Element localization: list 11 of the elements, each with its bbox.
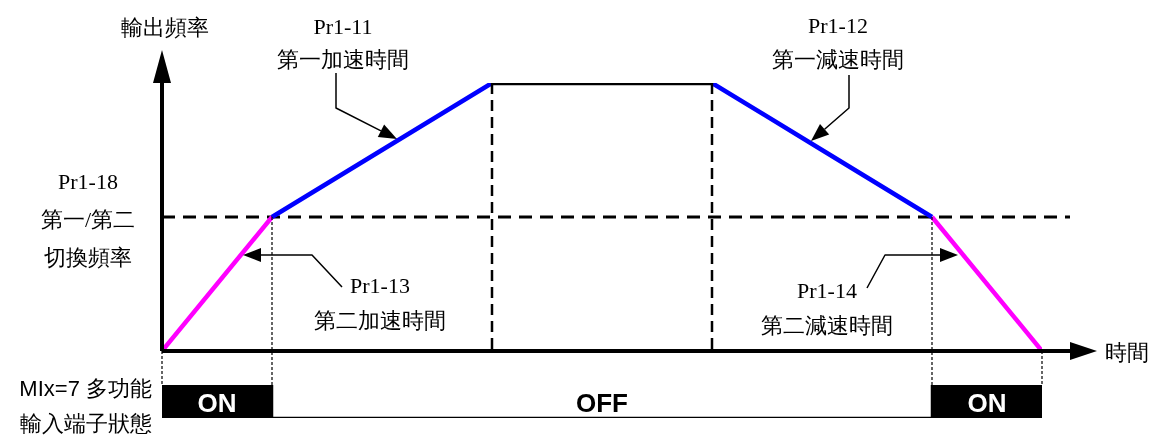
annotation: OFF <box>576 387 628 418</box>
y-axis-title: 輸出頻率 <box>121 14 209 40</box>
y-axis-title: MIx=7 多功能輸入端子狀態 <box>19 375 152 436</box>
ref-line-label: Pr1-18 第一/第二切換頻率 <box>40 168 136 270</box>
annotation: Pr1-13 第二加速時間 <box>314 272 446 332</box>
x-axis-title: 時間 <box>1105 339 1149 365</box>
annotation: ON <box>197 387 237 418</box>
annotation: ON <box>967 387 1007 418</box>
text: Pr1-11 第一加速時間 <box>277 13 409 71</box>
text: Pr1-12 第一減速時間 <box>772 12 904 72</box>
annotation: Pr1-14 第二減速時間 <box>761 277 893 337</box>
